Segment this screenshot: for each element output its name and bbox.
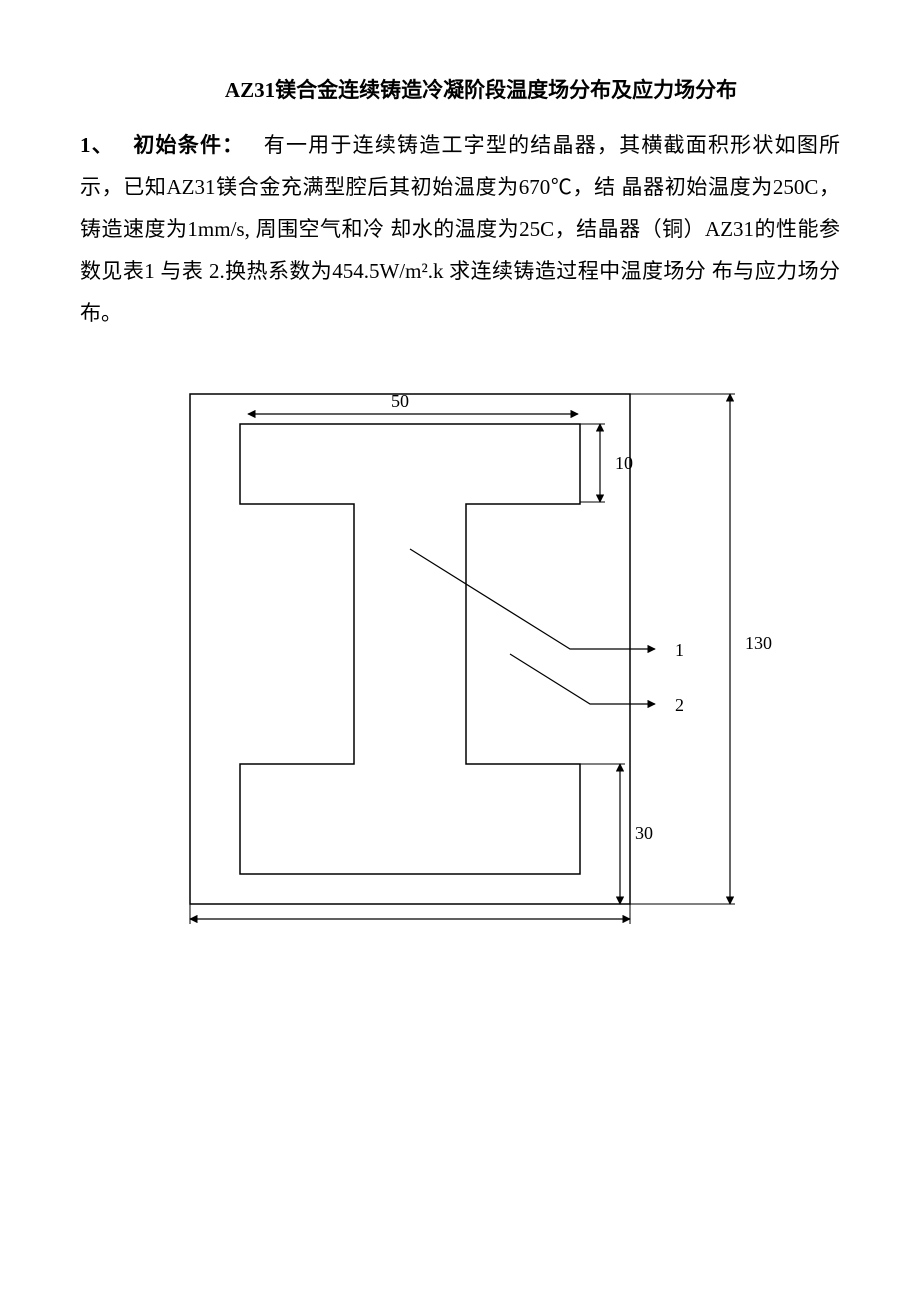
- svg-text:1: 1: [675, 640, 684, 660]
- svg-text:130: 130: [745, 633, 772, 653]
- svg-text:2: 2: [675, 695, 684, 715]
- svg-text:30: 30: [635, 823, 653, 843]
- document-title: AZ31镁合金连续铸造冷凝阶段温度场分布及应力场分布: [80, 74, 840, 104]
- section-paragraph: 1、 初始条件： 有一用于连续铸造工字型的结晶器，其横截面积形状如图所 示，已知…: [80, 124, 840, 334]
- body-text: 有一用于连续铸造工字型的结晶器，其横截面积形状如图所 示，已知AZ31镁合金充满…: [80, 133, 840, 325]
- section-label: 初始条件：: [133, 133, 244, 157]
- section-number: 1、: [80, 133, 114, 157]
- diagram-container: 50101303012: [80, 374, 840, 944]
- cross-section-diagram: 50101303012: [110, 374, 810, 944]
- svg-text:50: 50: [391, 391, 409, 411]
